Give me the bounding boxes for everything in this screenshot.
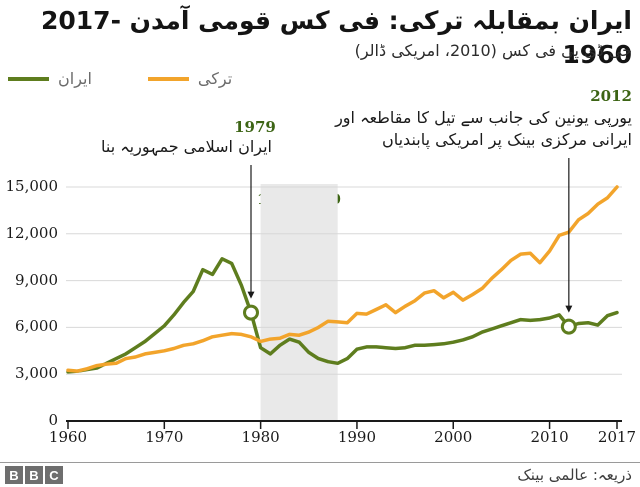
legend-item-turkey: ترکی xyxy=(147,69,233,88)
annotation-arrowhead xyxy=(565,305,573,313)
annotation-1979-year: 1979 xyxy=(234,118,276,136)
legend: ایران ترکی xyxy=(8,69,232,88)
y-tick-label: 6,000 xyxy=(15,317,58,336)
y-tick-label: 3,000 xyxy=(15,364,58,383)
series-line-0 xyxy=(66,257,619,374)
x-tick-label: 1980 xyxy=(241,428,280,446)
bbc-logo-box-b1: B xyxy=(5,466,23,484)
y-tick-label: 15,000 xyxy=(5,177,59,195)
iran-line-swatch-icon xyxy=(8,76,49,81)
annotation-2012-text-line1: یورپی یونین کی جانب سے تیل کا مقاطعہ اور xyxy=(335,108,632,127)
bbc-logo-box-b2: B xyxy=(25,466,43,484)
annotation-2012-year: 2012 xyxy=(590,87,632,105)
event-marker-1979 xyxy=(243,304,259,321)
x-tick-label: 1960 xyxy=(48,428,88,446)
annotation-arrowhead xyxy=(247,291,255,299)
y-tick-label: 12,000 xyxy=(5,223,59,242)
y-tick-label: 0 xyxy=(48,411,58,429)
annotation-2012-text-line2: ایرانی مرکزی بینک پر امریکی پابندیاں xyxy=(381,130,632,149)
y-tick-label: 9,000 xyxy=(15,270,58,289)
legend-label-iran: ایران xyxy=(58,69,92,88)
source-credit: ذریعہ: عالمی بینک xyxy=(517,466,632,484)
event-marker-2012 xyxy=(560,318,577,335)
annotation-2012: 2012 یورپی یونین کی جانب سے تیل کا مقاطع… xyxy=(335,87,632,151)
x-tick-label: 2010 xyxy=(530,428,569,446)
x-tick-label: 2017 xyxy=(597,428,637,446)
annotation-1979-text: ایران اسلامی جمہوریہ بنا xyxy=(101,137,272,156)
footer-divider xyxy=(0,462,640,463)
legend-item-iran: ایران xyxy=(8,69,92,88)
chart-subtitle: جی ڈی پی فی کس (2010، امریکی ڈالر) xyxy=(354,41,632,60)
bbc-logo: B B C xyxy=(5,466,63,484)
x-tick-label: 2000 xyxy=(434,428,473,446)
war-band xyxy=(260,184,338,421)
series-line-1 xyxy=(66,185,619,373)
x-tick-label: 1970 xyxy=(145,428,184,446)
bbc-logo-box-c: C xyxy=(45,466,63,484)
chart-title: ایران بمقابلہ ترکی: فی کس قومی آمدن -201… xyxy=(40,6,632,69)
legend-label-turkey: ترکی xyxy=(197,69,233,88)
turkey-line-swatch-icon xyxy=(147,76,189,81)
x-tick-label: 1990 xyxy=(337,428,377,446)
